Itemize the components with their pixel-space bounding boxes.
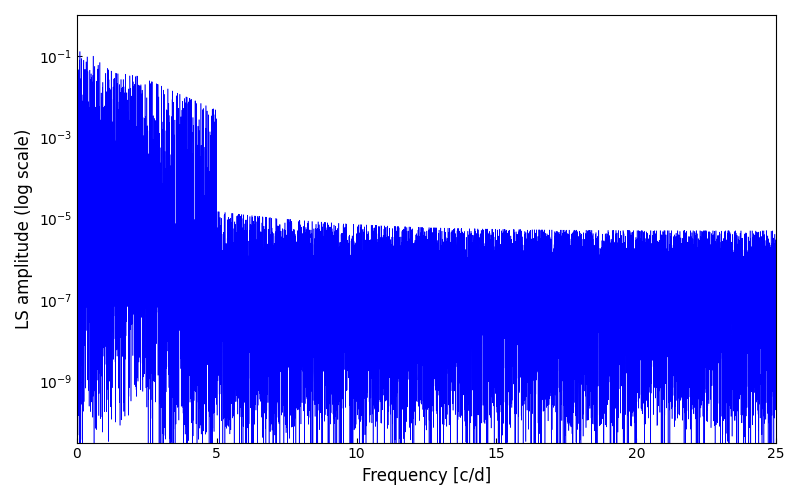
Y-axis label: LS amplitude (log scale): LS amplitude (log scale)	[15, 128, 33, 329]
X-axis label: Frequency [c/d]: Frequency [c/d]	[362, 467, 491, 485]
